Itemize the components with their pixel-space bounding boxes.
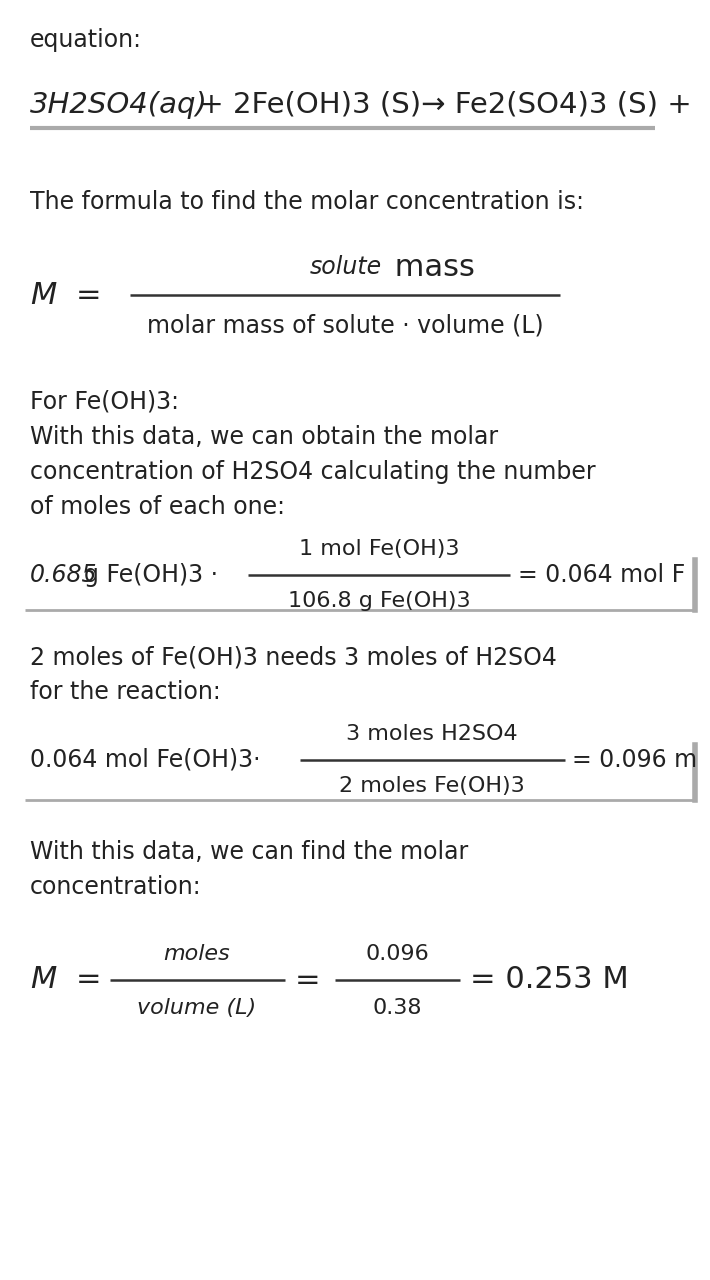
Text: $M$  =: $M$ = [30, 280, 100, 310]
Text: moles: moles [163, 945, 230, 964]
Text: For Fe(OH)3:: For Fe(OH)3: [30, 390, 179, 413]
Text: $M$  =: $M$ = [30, 965, 100, 995]
Text: 0.685: 0.685 [30, 563, 97, 588]
Text: 0.096: 0.096 [365, 945, 429, 964]
Text: 3 moles H2SO4: 3 moles H2SO4 [346, 724, 518, 744]
Text: With this data, we can find the molar: With this data, we can find the molar [30, 840, 469, 864]
Text: =: = [295, 965, 321, 995]
Text: concentration of H2SO4 calculating the number: concentration of H2SO4 calculating the n… [30, 460, 596, 484]
Text: for the reaction:: for the reaction: [30, 680, 221, 704]
Text: molar mass of solute · volume (L): molar mass of solute · volume (L) [147, 314, 543, 337]
Text: 2 moles of Fe(OH)3 needs 3 moles of H2SO4: 2 moles of Fe(OH)3 needs 3 moles of H2SO… [30, 645, 557, 669]
Text: = 0.064 mol F: = 0.064 mol F [518, 563, 685, 588]
Text: = 0.253 M: = 0.253 M [470, 965, 629, 995]
Text: of moles of each one:: of moles of each one: [30, 495, 285, 518]
Text: 1 mol Fe(OH)3: 1 mol Fe(OH)3 [299, 539, 459, 559]
Text: 0.38: 0.38 [372, 998, 422, 1018]
Text: 3H2SO4(aq): 3H2SO4(aq) [30, 91, 208, 119]
Text: equation:: equation: [30, 28, 142, 52]
Text: + 2Fe(OH)3 (S)→ Fe2(SO4)3 (S) +: + 2Fe(OH)3 (S)→ Fe2(SO4)3 (S) + [190, 91, 692, 119]
Text: mass: mass [385, 252, 475, 282]
Text: With this data, we can obtain the molar: With this data, we can obtain the molar [30, 425, 498, 449]
Text: concentration:: concentration: [30, 876, 202, 899]
Text: = 0.096 m: = 0.096 m [572, 748, 697, 772]
Text: solute: solute [310, 255, 382, 279]
Text: 0.064 mol Fe(OH)3·: 0.064 mol Fe(OH)3· [30, 748, 261, 772]
Text: 106.8 g Fe(OH)3: 106.8 g Fe(OH)3 [288, 591, 470, 611]
Text: The formula to find the molar concentration is:: The formula to find the molar concentrat… [30, 189, 584, 214]
Text: 2 moles Fe(OH)3: 2 moles Fe(OH)3 [339, 776, 525, 796]
Text: g Fe(OH)3 ·: g Fe(OH)3 · [84, 563, 218, 588]
Text: volume (L): volume (L) [138, 998, 256, 1018]
